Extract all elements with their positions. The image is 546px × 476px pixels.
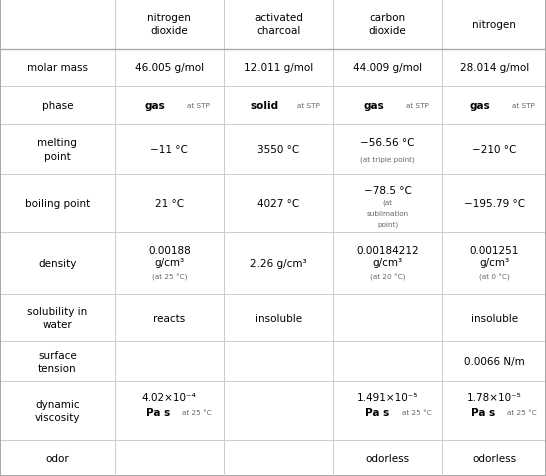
Text: 28.014 g/mol: 28.014 g/mol: [460, 63, 529, 73]
Text: 12.011 g/mol: 12.011 g/mol: [244, 63, 313, 73]
Text: 3550 °C: 3550 °C: [257, 145, 300, 155]
Text: solubility in
water: solubility in water: [27, 307, 87, 329]
Text: activated
charcoal: activated charcoal: [254, 13, 303, 36]
Text: 0.001251: 0.001251: [470, 245, 519, 255]
Text: (at 25 °C): (at 25 °C): [152, 273, 187, 280]
Text: odorless: odorless: [366, 453, 410, 463]
Text: sublimation: sublimation: [366, 211, 409, 217]
Text: gas: gas: [363, 101, 384, 111]
Text: phase: phase: [41, 101, 73, 111]
Text: (at: (at: [383, 199, 393, 205]
Text: 2.26 g/cm³: 2.26 g/cm³: [250, 258, 307, 268]
Text: 4.02×10⁻⁴: 4.02×10⁻⁴: [142, 393, 197, 403]
Text: at STP: at STP: [512, 103, 535, 109]
Text: at 25 °C: at 25 °C: [402, 409, 432, 415]
Text: insoluble: insoluble: [471, 313, 518, 323]
Text: carbon
dioxide: carbon dioxide: [369, 13, 407, 36]
Text: at 25 °C: at 25 °C: [507, 409, 536, 415]
Text: −195.79 °C: −195.79 °C: [464, 198, 525, 208]
Text: −78.5 °C: −78.5 °C: [364, 186, 412, 195]
Text: (at triple point): (at triple point): [360, 156, 415, 162]
Text: gas: gas: [470, 101, 490, 111]
Text: 44.009 g/mol: 44.009 g/mol: [353, 63, 422, 73]
Text: −56.56 °C: −56.56 °C: [360, 138, 415, 148]
Text: (at 20 °C): (at 20 °C): [370, 273, 405, 280]
Text: 21 °C: 21 °C: [155, 198, 184, 208]
Text: 4027 °C: 4027 °C: [257, 198, 300, 208]
Text: odorless: odorless: [472, 453, 516, 463]
Text: melting
point: melting point: [37, 138, 78, 161]
Text: reacts: reacts: [153, 313, 186, 323]
Text: surface
tension: surface tension: [38, 350, 76, 373]
Text: 0.00184212: 0.00184212: [357, 245, 419, 255]
Text: at STP: at STP: [406, 103, 429, 109]
Text: 46.005 g/mol: 46.005 g/mol: [135, 63, 204, 73]
Text: nitrogen: nitrogen: [472, 20, 516, 30]
Text: g/cm³: g/cm³: [479, 257, 509, 267]
Text: molar mass: molar mass: [27, 63, 88, 73]
Text: insoluble: insoluble: [255, 313, 302, 323]
Text: 0.0066 N/m: 0.0066 N/m: [464, 357, 525, 367]
Text: gas: gas: [145, 101, 165, 111]
Text: odor: odor: [45, 453, 69, 463]
Text: at STP: at STP: [187, 103, 210, 109]
Text: g/cm³: g/cm³: [154, 257, 185, 267]
Text: 1.78×10⁻⁵: 1.78×10⁻⁵: [467, 393, 521, 403]
Text: solid: solid: [250, 101, 278, 111]
Text: 1.491×10⁻⁵: 1.491×10⁻⁵: [357, 393, 418, 403]
Text: Pa s: Pa s: [471, 407, 495, 417]
Text: boiling point: boiling point: [25, 198, 90, 208]
Text: Pa s: Pa s: [365, 407, 389, 417]
Text: −11 °C: −11 °C: [150, 145, 188, 155]
Text: (at 0 °C): (at 0 °C): [479, 273, 509, 280]
Text: at STP: at STP: [296, 103, 319, 109]
Text: density: density: [38, 258, 76, 268]
Text: at 25 °C: at 25 °C: [182, 409, 211, 415]
Text: −210 °C: −210 °C: [472, 145, 517, 155]
Text: nitrogen
dioxide: nitrogen dioxide: [147, 13, 191, 36]
Text: 0.00188: 0.00188: [148, 245, 191, 255]
Text: point): point): [377, 220, 398, 227]
Text: Pa s: Pa s: [146, 407, 170, 417]
Text: dynamic
viscosity: dynamic viscosity: [34, 399, 80, 422]
Text: g/cm³: g/cm³: [372, 257, 403, 267]
